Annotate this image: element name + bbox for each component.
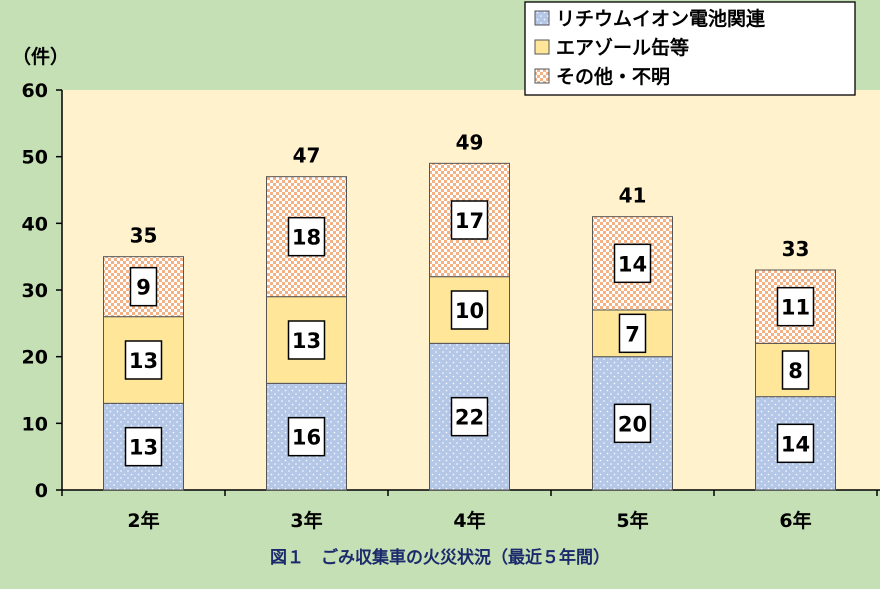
x-tick-label: 2年	[127, 509, 159, 532]
x-tick-label: 4年	[453, 509, 485, 532]
y-tick-label: 60	[22, 80, 48, 102]
data-label: 13	[129, 349, 158, 373]
legend-label: エアゾール缶等	[556, 36, 689, 59]
y-tick-label: 0	[35, 480, 48, 502]
data-label: 10	[455, 299, 484, 323]
legend-box	[524, 1, 856, 96]
x-tick-label: 5年	[616, 509, 648, 532]
data-label: 9	[136, 276, 151, 300]
data-label-box	[124, 426, 163, 467]
bars: 13 13 9 35 16 13 18 47 22 10 17 49 20 7 14 41 14 8 11 33	[103, 130, 836, 491]
total-label: 35	[130, 224, 158, 248]
data-label: 18	[292, 226, 321, 250]
data-label-box	[124, 340, 163, 380]
data-label: 13	[292, 329, 321, 353]
data-label-box	[129, 266, 158, 307]
total-label: 33	[782, 237, 810, 261]
data-label: 20	[618, 412, 647, 436]
y-tick-label: 10	[22, 413, 48, 435]
data-label: 13	[129, 436, 158, 460]
legend-swatch	[534, 68, 550, 84]
x-tick-label: 3年	[290, 509, 322, 532]
total-label: 49	[456, 130, 484, 154]
total-label: 41	[619, 184, 647, 208]
y-tick-label: 50	[22, 147, 48, 169]
data-label: 22	[455, 406, 484, 430]
legend-swatch	[534, 10, 550, 26]
data-label-box	[776, 286, 815, 327]
data-label-box	[450, 396, 489, 437]
data-label-box	[287, 320, 326, 360]
y-tick-label: 20	[22, 347, 48, 369]
total-label: 47	[293, 144, 321, 168]
data-label-box	[781, 350, 810, 390]
data-label: 16	[292, 426, 321, 450]
legend-label: リチウムイオン電池関連	[556, 7, 766, 30]
data-label-box	[613, 243, 652, 284]
data-label: 8	[788, 359, 803, 383]
legend-label: その他・不明	[556, 65, 670, 88]
x-axis: 2年 3年 4年 5年 6年	[61, 489, 880, 532]
y-axis: 0 10 20 30 40 50 60	[22, 80, 63, 502]
data-label: 17	[455, 209, 484, 233]
data-label: 14	[618, 252, 647, 276]
data-label: 11	[781, 296, 810, 320]
legend-swatch	[534, 39, 550, 55]
y-tick-label: 40	[22, 213, 48, 235]
data-label-box	[613, 403, 652, 444]
y-tick-label: 30	[22, 280, 48, 302]
data-label: 7	[625, 322, 640, 346]
data-label-box	[618, 313, 647, 354]
chart-title: 図１ ごみ収集車の火災状況（最近５年間）	[270, 547, 610, 568]
data-label-box	[450, 290, 489, 330]
data-label-box	[776, 423, 815, 464]
data-label: 14	[781, 432, 810, 456]
data-label-box	[450, 200, 489, 240]
y-axis-unit-label: （件）	[12, 45, 69, 68]
data-label-box	[287, 216, 326, 257]
data-label-box	[287, 416, 326, 457]
x-tick-label: 6年	[779, 509, 811, 532]
